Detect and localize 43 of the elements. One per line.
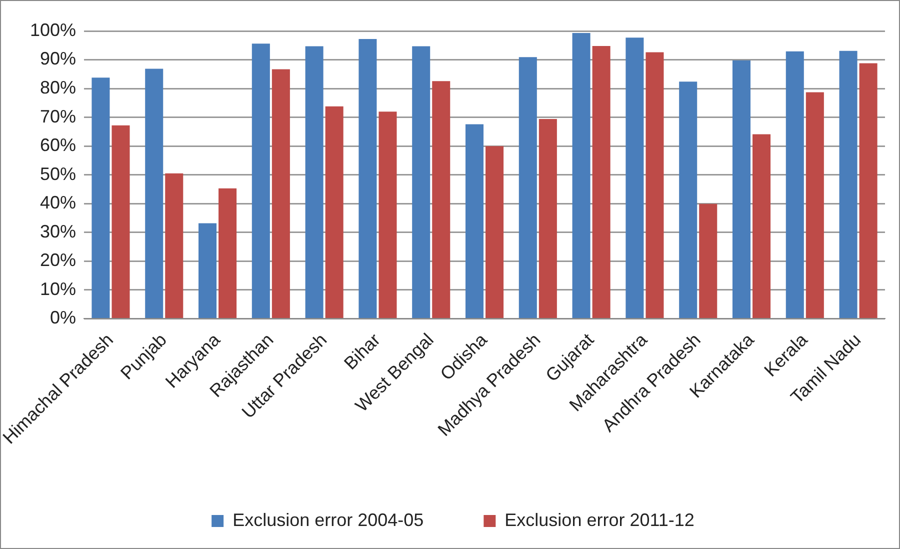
bar bbox=[699, 204, 718, 318]
bar bbox=[839, 50, 858, 318]
bar bbox=[218, 188, 237, 318]
y-tick-label: 70% bbox=[40, 106, 76, 126]
bar bbox=[646, 52, 664, 318]
bar bbox=[626, 38, 644, 318]
y-tick-label: 50% bbox=[40, 164, 76, 184]
bar bbox=[358, 39, 377, 318]
bar bbox=[679, 82, 698, 318]
bar bbox=[572, 33, 590, 318]
bar bbox=[486, 146, 504, 318]
bar bbox=[786, 51, 804, 318]
bar bbox=[325, 106, 344, 318]
legend-label: Exclusion error 2004-05 bbox=[232, 510, 424, 530]
bar bbox=[752, 134, 771, 318]
y-tick-label: 60% bbox=[40, 135, 76, 156]
bar bbox=[538, 119, 557, 318]
bar bbox=[112, 125, 130, 318]
bar bbox=[432, 81, 450, 318]
bar bbox=[252, 44, 270, 318]
bar bbox=[859, 63, 878, 318]
bar bbox=[592, 46, 610, 318]
legend-label: Exclusion error 2011-12 bbox=[504, 510, 694, 530]
y-tick-label: 100% bbox=[30, 20, 76, 40]
bar bbox=[145, 68, 164, 318]
y-tick-label: 20% bbox=[40, 250, 76, 270]
y-tick-label: 0% bbox=[50, 308, 76, 328]
y-tick-label: 80% bbox=[40, 78, 76, 98]
bar bbox=[518, 57, 537, 318]
y-tick-label: 30% bbox=[40, 221, 76, 242]
bar bbox=[165, 173, 184, 318]
bar bbox=[92, 78, 110, 318]
bar bbox=[272, 69, 290, 318]
bar bbox=[806, 92, 824, 318]
y-tick-label: 90% bbox=[40, 48, 76, 69]
bar bbox=[378, 112, 397, 318]
bar bbox=[412, 46, 430, 318]
y-tick-label: 40% bbox=[40, 192, 76, 213]
y-tick-label: 10% bbox=[40, 278, 76, 299]
bar bbox=[305, 46, 324, 318]
bar bbox=[465, 124, 484, 318]
bar bbox=[198, 223, 217, 318]
bar bbox=[732, 60, 751, 318]
